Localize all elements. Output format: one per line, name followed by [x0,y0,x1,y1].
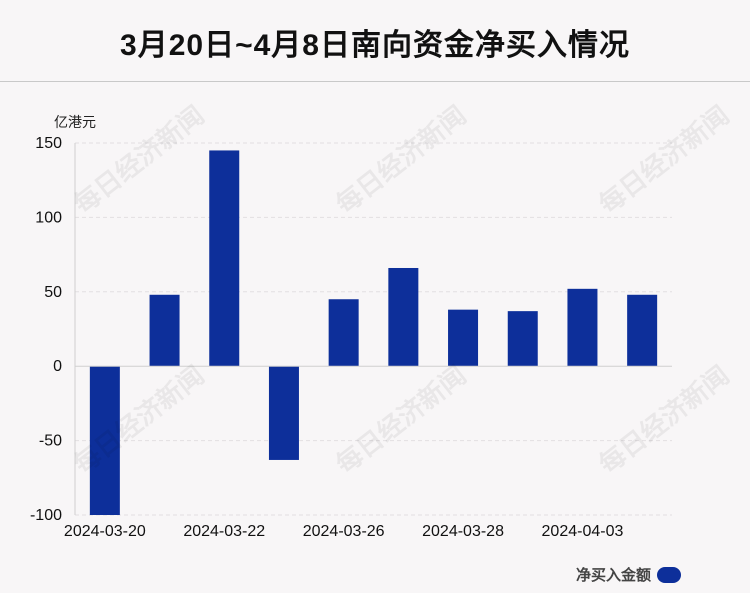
bar [209,150,240,367]
y-tick-label: 50 [44,284,62,301]
bar [328,299,359,367]
bar [89,366,120,515]
bar [448,309,479,367]
header-bar: 3月20日~4月8日南向资金净买入情况 [0,0,750,82]
page-title: 3月20日~4月8日南向资金净买入情况 [120,29,630,62]
bar [627,294,658,367]
bar [507,311,538,367]
legend: 净买入金额 [576,564,682,585]
y-tick-label: 0 [53,358,62,375]
y-tick-label: 150 [35,135,62,152]
legend-swatch [657,566,682,583]
x-tick-label: 2024-04-03 [542,523,624,540]
x-tick-label: 2024-03-20 [64,523,146,540]
y-tick-label: -50 [39,433,62,450]
y-tick-label: 100 [35,209,62,226]
bar [149,294,180,367]
bar [388,267,419,367]
y-tick-label: -100 [30,507,62,524]
bar [268,366,299,460]
x-tick-label: 2024-03-28 [422,523,504,540]
legend-label: 净买入金额 [576,567,652,584]
x-tick-label: 2024-03-26 [303,523,385,540]
x-tick-label: 2024-03-22 [183,523,265,540]
bar [567,288,598,367]
y-axis-unit-label: 亿港元 [54,114,96,130]
